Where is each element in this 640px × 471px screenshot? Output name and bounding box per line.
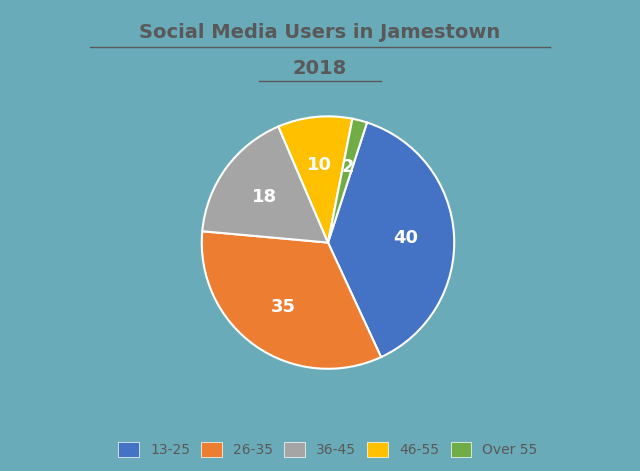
Text: 35: 35 <box>271 298 296 316</box>
Wedge shape <box>328 122 454 357</box>
Text: 40: 40 <box>394 229 419 247</box>
Text: 18: 18 <box>252 187 277 205</box>
Wedge shape <box>202 231 381 369</box>
Wedge shape <box>278 116 353 243</box>
Text: 2018: 2018 <box>293 59 347 78</box>
Legend: 13-25, 26-35, 36-45, 46-55, Over 55: 13-25, 26-35, 36-45, 46-55, Over 55 <box>113 437 543 463</box>
Text: 2: 2 <box>341 158 354 176</box>
Wedge shape <box>328 119 367 243</box>
Text: 10: 10 <box>307 156 332 174</box>
Wedge shape <box>202 127 328 243</box>
Text: Social Media Users in Jamestown: Social Media Users in Jamestown <box>140 24 500 42</box>
